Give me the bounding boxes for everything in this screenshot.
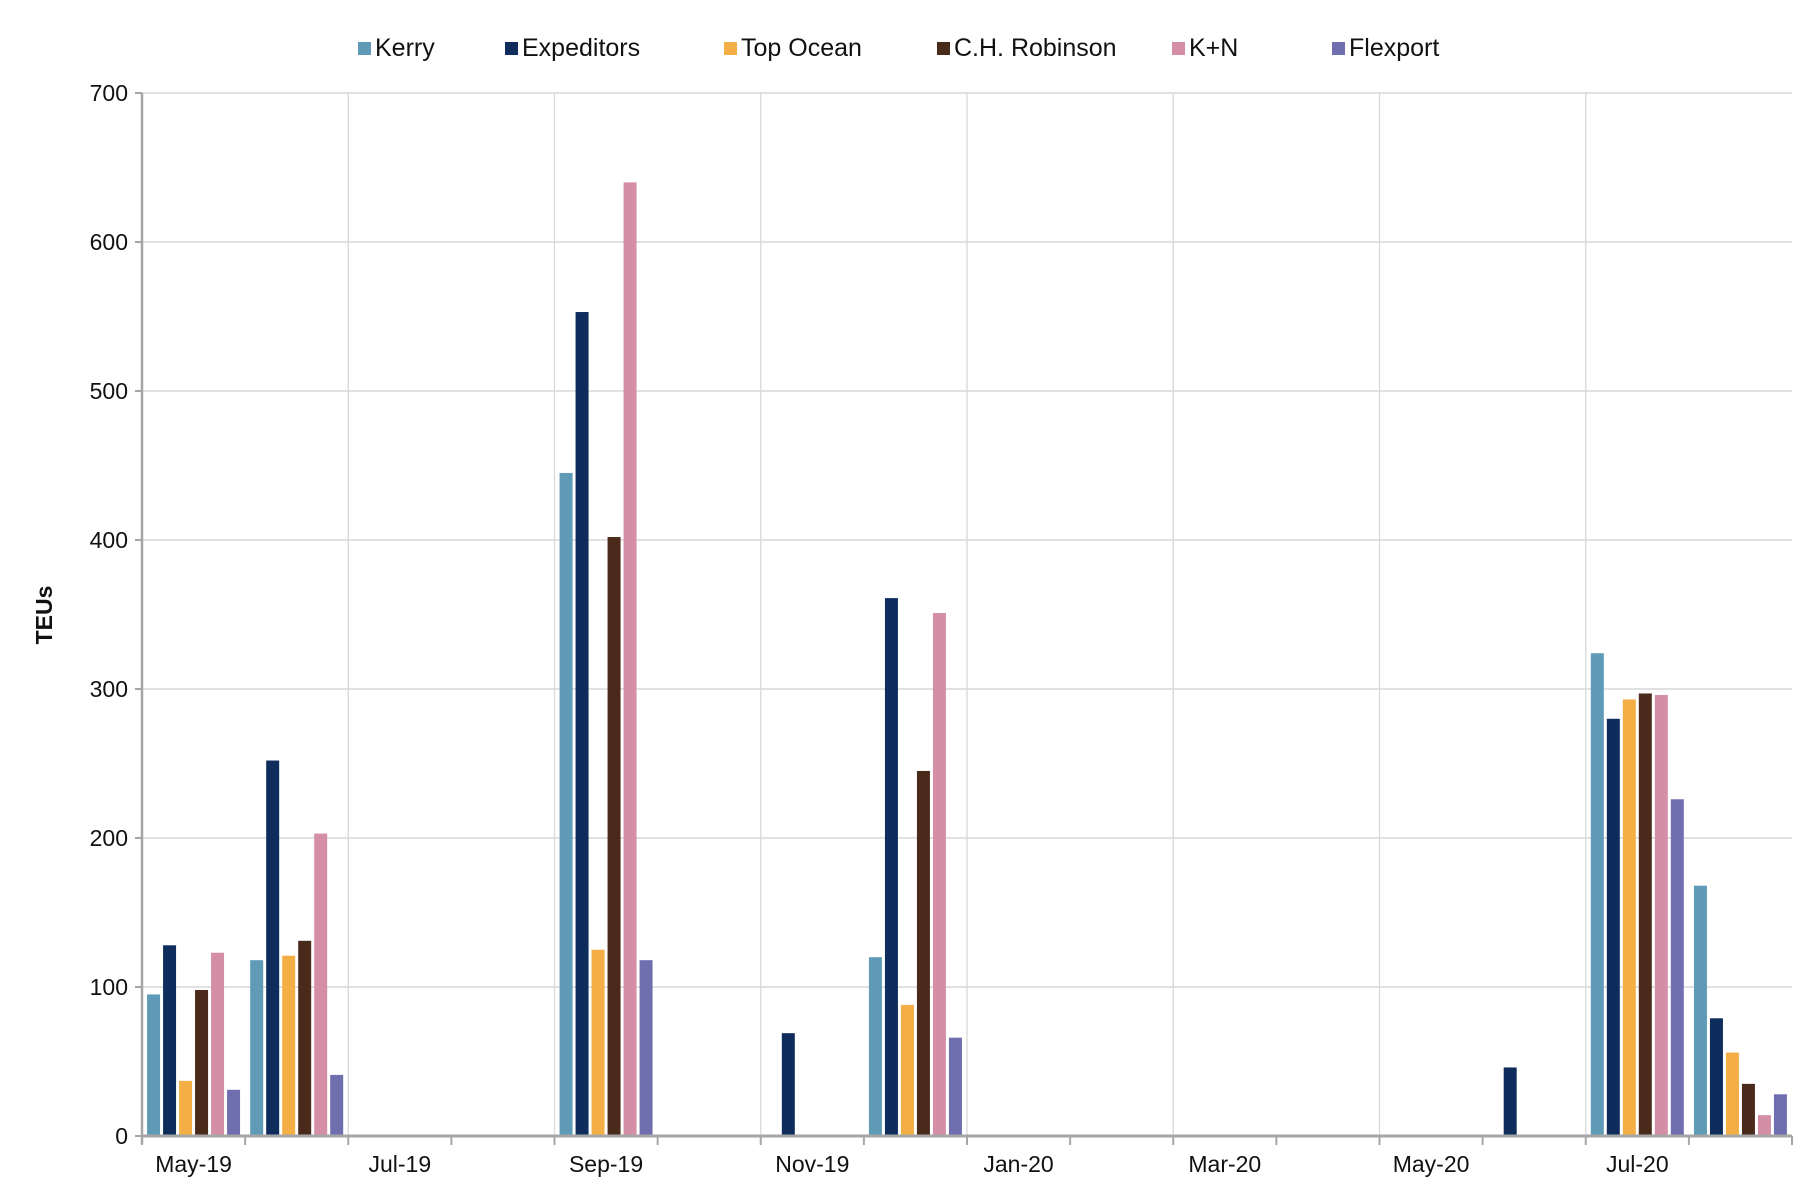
legend-item-expeditors: Expeditors: [505, 34, 640, 62]
legend-label: C.H. Robinson: [954, 34, 1117, 62]
y-tick-label: 100: [90, 974, 128, 1000]
y-tick-label: 0: [115, 1123, 128, 1149]
bar-k-n-jul-20: [1654, 694, 1668, 1136]
bar-expeditors-sep-19: [575, 312, 589, 1136]
x-tick-label: Nov-19: [775, 1151, 849, 1177]
y-tick-label: 600: [90, 229, 128, 255]
bar-kerry-jul-20: [1590, 653, 1604, 1136]
bar-flexport-sep-19: [639, 960, 653, 1136]
bar-top-ocean-jun-19: [282, 955, 296, 1136]
bar-top-ocean-jul-20: [1622, 699, 1636, 1136]
bar-k-n-may-19: [211, 952, 225, 1136]
bar-flexport-jul-20: [1670, 799, 1684, 1136]
bar-flexport-aug-20: [1773, 1094, 1787, 1136]
legend-item-k-n: K+N: [1172, 34, 1238, 62]
bar-expeditors-may-19: [163, 945, 177, 1136]
bar-kerry-sep-19: [559, 472, 573, 1136]
bar-c-h-robinson-jun-19: [298, 940, 312, 1136]
x-tick-label: Sep-19: [569, 1151, 643, 1177]
bar-expeditors-nov-19: [781, 1033, 795, 1136]
legend-swatch: [1172, 42, 1185, 55]
bar-c-h-robinson-dec-19: [916, 770, 930, 1136]
bar-c-h-robinson-may-19: [195, 989, 209, 1136]
bar-kerry-dec-19: [868, 957, 882, 1136]
bar-k-n-aug-20: [1757, 1115, 1771, 1136]
bar-kerry-aug-20: [1693, 885, 1707, 1136]
bar-flexport-dec-19: [948, 1037, 962, 1136]
bar-flexport-may-19: [227, 1089, 241, 1136]
bar-top-ocean-aug-20: [1725, 1052, 1739, 1136]
legend-label: Flexport: [1349, 34, 1439, 62]
y-tick-label: 300: [90, 676, 128, 702]
legend-item-c-h-robinson: C.H. Robinson: [937, 34, 1117, 62]
legend-swatch: [358, 42, 371, 55]
bar-c-h-robinson-aug-20: [1741, 1083, 1755, 1136]
gridlines: [142, 92, 1792, 1136]
legend-label: K+N: [1189, 34, 1238, 62]
legend-swatch: [937, 42, 950, 55]
legend-swatch: [1332, 42, 1345, 55]
x-tick-label: May-19: [155, 1151, 232, 1177]
bar-k-n-jun-19: [314, 833, 328, 1136]
bars: [147, 182, 1787, 1136]
y-tick-label: 500: [90, 378, 128, 404]
legend-item-top-ocean: Top Ocean: [724, 34, 862, 62]
y-tick-label: 700: [90, 80, 128, 106]
bar-expeditors-dec-19: [884, 598, 898, 1136]
x-tick-label: Mar-20: [1188, 1151, 1261, 1177]
legend-swatch: [724, 42, 737, 55]
x-tick-label: Jan-20: [983, 1151, 1053, 1177]
legend-label: Expeditors: [522, 34, 640, 62]
legend-label: Top Ocean: [741, 34, 862, 62]
bar-c-h-robinson-jul-20: [1638, 693, 1652, 1136]
bar-expeditors-jun-19: [266, 760, 280, 1136]
bar-expeditors-aug-20: [1709, 1018, 1723, 1136]
bar-flexport-jun-19: [330, 1074, 344, 1136]
bar-k-n-sep-19: [623, 182, 637, 1136]
y-axis-label: TEUs: [31, 586, 57, 645]
bar-c-h-robinson-sep-19: [607, 537, 621, 1136]
legend-label: Kerry: [375, 34, 435, 62]
legend-swatch: [505, 42, 518, 55]
x-tick-label: Jul-19: [368, 1151, 431, 1177]
legend-item-flexport: Flexport: [1332, 34, 1439, 62]
bar-kerry-jun-19: [250, 960, 264, 1136]
bar-k-n-dec-19: [932, 613, 946, 1136]
bar-top-ocean-dec-19: [900, 1004, 914, 1136]
y-tick-label: 400: [90, 527, 128, 553]
y-tick-label: 200: [90, 825, 128, 851]
legend-item-kerry: Kerry: [358, 34, 435, 62]
axes: 0 100 200 300 400 500 600 700 May-19 Jul-19 Sep-19…: [90, 80, 1793, 1177]
bar-expeditors-jun-20: [1503, 1067, 1517, 1136]
bar-kerry-may-19: [147, 994, 161, 1136]
legend: Kerry Expeditors Top Ocean C.H. Robinson K+N…: [358, 34, 1439, 62]
bar-top-ocean-may-19: [179, 1080, 193, 1136]
x-tick-label: May-20: [1393, 1151, 1470, 1177]
x-tick-label: Jul-20: [1606, 1151, 1669, 1177]
bar-expeditors-jul-20: [1606, 718, 1620, 1136]
bar-top-ocean-sep-19: [591, 949, 605, 1136]
